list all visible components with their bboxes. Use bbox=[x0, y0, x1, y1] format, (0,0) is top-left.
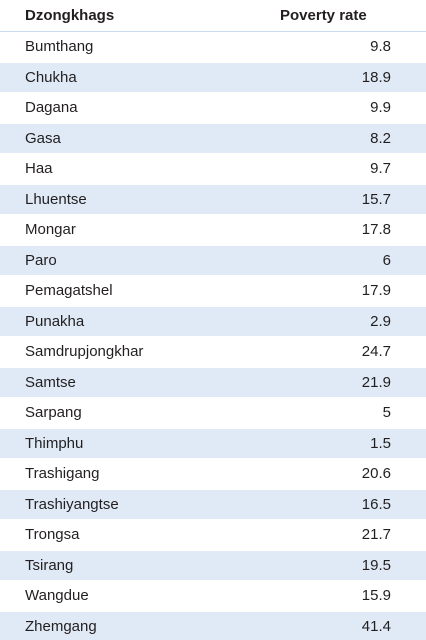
table-body: Bumthang 9.8 Chukha 18.9 Dagana 9.9 Gasa 8.2 Haa… bbox=[0, 32, 426, 640]
table-row: Trongsa 21.7 bbox=[0, 520, 426, 551]
table-row: Trashiyangtse 16.5 bbox=[0, 489, 426, 520]
poverty-rate-value: 5 bbox=[382, 404, 391, 422]
poverty-rate-value: 2.9 bbox=[370, 312, 391, 330]
poverty-rate-value: 9.8 bbox=[370, 38, 391, 56]
poverty-rate-value: 20.6 bbox=[361, 465, 391, 483]
poverty-rate-value: 21.9 bbox=[361, 373, 391, 391]
poverty-rate-value: 6 bbox=[382, 251, 391, 269]
poverty-rate-value: 16.5 bbox=[361, 495, 391, 513]
poverty-rate-value: 18.9 bbox=[361, 68, 391, 86]
dzongkhag-name: Trashigang bbox=[25, 465, 100, 483]
table-row: Sarpang 5 bbox=[0, 398, 426, 429]
dzongkhag-name: Chukha bbox=[25, 68, 77, 86]
table-row: Samdrupjongkhar 24.7 bbox=[0, 337, 426, 368]
poverty-rate-value: 41.4 bbox=[361, 617, 391, 635]
table-row: Samtse 21.9 bbox=[0, 367, 426, 398]
table-row: Chukha 18.9 bbox=[0, 62, 426, 93]
dzongkhag-name: Dagana bbox=[25, 99, 78, 117]
dzongkhag-name: Samtse bbox=[25, 373, 76, 391]
dzongkhag-name: Wangdue bbox=[25, 587, 89, 605]
poverty-rate-value: 17.8 bbox=[361, 221, 391, 239]
header-dzongkhags: Dzongkhags bbox=[25, 7, 115, 24]
poverty-rate-value: 19.5 bbox=[361, 556, 391, 574]
table-row: Wangdue 15.9 bbox=[0, 581, 426, 612]
table-row: Thimphu 1.5 bbox=[0, 428, 426, 459]
dzongkhag-name: Trongsa bbox=[25, 526, 80, 544]
table-row: Trashigang 20.6 bbox=[0, 459, 426, 490]
table-row: Bumthang 9.8 bbox=[0, 32, 426, 63]
dzongkhag-name: Thimphu bbox=[25, 434, 84, 452]
poverty-rate-value: 17.9 bbox=[361, 282, 391, 300]
dzongkhag-name: Sarpang bbox=[25, 404, 82, 422]
table-row: Tsirang 19.5 bbox=[0, 550, 426, 581]
dzongkhag-name: Trashiyangtse bbox=[25, 495, 119, 513]
header-poverty-rate: Poverty rate bbox=[280, 7, 367, 24]
poverty-rate-value: 15.7 bbox=[361, 190, 391, 208]
poverty-rate-value: 21.7 bbox=[361, 526, 391, 544]
poverty-rate-value: 15.9 bbox=[361, 587, 391, 605]
dzongkhag-name: Punakha bbox=[25, 312, 85, 330]
dzongkhag-name: Paro bbox=[25, 251, 57, 269]
dzongkhag-name: Bumthang bbox=[25, 38, 94, 56]
dzongkhag-name: Haa bbox=[25, 160, 53, 178]
poverty-rate-value: 9.9 bbox=[370, 99, 391, 117]
dzongkhag-name: Pemagatshel bbox=[25, 282, 113, 300]
table-row: Pemagatshel 17.9 bbox=[0, 276, 426, 307]
poverty-rate-value: 24.7 bbox=[361, 343, 391, 361]
dzongkhag-name: Zhemgang bbox=[25, 617, 97, 635]
table-row: Lhuentse 15.7 bbox=[0, 184, 426, 215]
dzongkhag-name: Gasa bbox=[25, 129, 61, 147]
dzongkhag-name: Mongar bbox=[25, 221, 76, 239]
poverty-rate-value: 9.7 bbox=[370, 160, 391, 178]
table-row: Punakha 2.9 bbox=[0, 306, 426, 337]
table-row: Dagana 9.9 bbox=[0, 93, 426, 124]
poverty-rate-value: 8.2 bbox=[370, 129, 391, 147]
dzongkhag-name: Lhuentse bbox=[25, 190, 87, 208]
table-row: Gasa 8.2 bbox=[0, 123, 426, 154]
table-row: Mongar 17.8 bbox=[0, 215, 426, 246]
table-row: Paro 6 bbox=[0, 245, 426, 276]
dzongkhag-name: Tsirang bbox=[25, 556, 74, 574]
dzongkhag-name: Samdrupjongkhar bbox=[25, 343, 144, 361]
table-header: Dzongkhags Poverty rate bbox=[0, 0, 426, 32]
table-row: Haa 9.7 bbox=[0, 154, 426, 185]
poverty-rate-value: 1.5 bbox=[370, 434, 391, 452]
table-row: Zhemgang 41.4 bbox=[0, 611, 426, 640]
